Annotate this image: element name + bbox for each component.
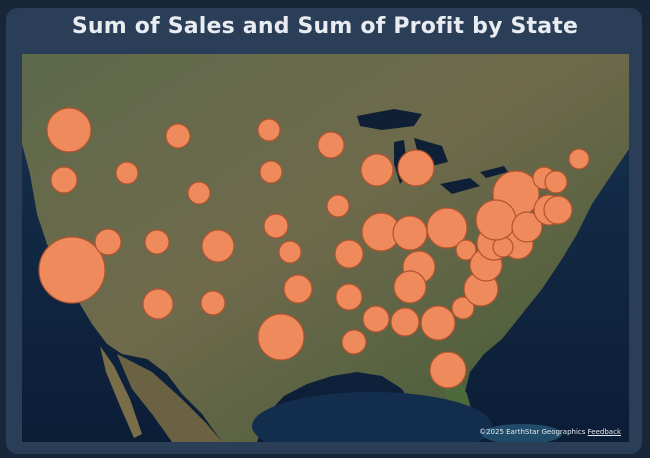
state-bubble[interactable] [429, 351, 467, 389]
map-attribution: ©2025 EarthStar Geographics Feedback [479, 428, 621, 436]
state-bubble[interactable] [341, 329, 367, 355]
state-bubble[interactable] [362, 305, 390, 333]
state-bubble[interactable] [392, 215, 428, 251]
state-bubble[interactable] [278, 240, 302, 264]
state-bubble[interactable] [257, 313, 305, 361]
state-bubble[interactable] [544, 170, 568, 194]
state-bubble[interactable] [568, 148, 590, 170]
state-bubble[interactable] [475, 199, 517, 241]
state-bubble[interactable] [46, 107, 92, 153]
state-bubble[interactable] [259, 160, 283, 184]
state-bubble[interactable] [426, 207, 468, 249]
feedback-link[interactable]: Feedback [587, 428, 621, 436]
attribution-text: ©2025 EarthStar Geographics [479, 428, 586, 436]
bubble-layer[interactable] [38, 107, 590, 389]
state-bubble[interactable] [200, 290, 226, 316]
map-canvas[interactable] [22, 54, 629, 442]
state-bubble[interactable] [543, 195, 573, 225]
baja-peninsula [100, 346, 142, 438]
state-bubble[interactable] [335, 283, 363, 311]
map-area[interactable]: ©2025 EarthStar Geographics Feedback [22, 54, 629, 442]
state-bubble[interactable] [38, 236, 106, 304]
state-bubble[interactable] [144, 229, 170, 255]
state-bubble[interactable] [334, 239, 364, 269]
state-bubble[interactable] [165, 123, 191, 149]
state-bubble[interactable] [451, 296, 475, 320]
state-bubble[interactable] [142, 288, 174, 320]
mexico [117, 354, 222, 442]
state-bubble[interactable] [94, 228, 122, 256]
state-bubble[interactable] [397, 149, 435, 187]
state-bubble[interactable] [420, 305, 456, 341]
state-bubble[interactable] [317, 131, 345, 159]
state-bubble[interactable] [360, 153, 394, 187]
state-bubble[interactable] [455, 239, 477, 261]
state-bubble[interactable] [201, 229, 235, 263]
bahamas-shallows [482, 424, 562, 442]
state-bubble[interactable] [393, 270, 427, 304]
state-bubble[interactable] [50, 166, 78, 194]
state-bubble[interactable] [390, 307, 420, 337]
state-bubble[interactable] [263, 213, 289, 239]
state-bubble[interactable] [187, 181, 211, 205]
gulf-of-mexico [252, 392, 492, 442]
land-mass [22, 54, 629, 442]
state-bubble[interactable] [257, 118, 281, 142]
state-bubble[interactable] [115, 161, 139, 185]
state-bubble[interactable] [283, 274, 313, 304]
state-bubble[interactable] [326, 194, 350, 218]
chart-title: Sum of Sales and Sum of Profit by State [71, 14, 579, 39]
state-bubble[interactable] [511, 211, 543, 243]
